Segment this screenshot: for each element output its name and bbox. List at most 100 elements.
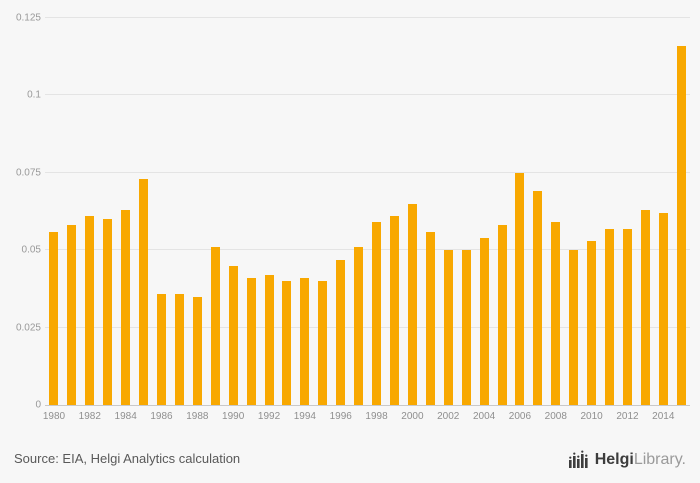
gridline — [45, 17, 690, 18]
bar-slot — [529, 18, 547, 405]
bar-2006 — [515, 172, 525, 405]
y-axis-tick-label: 0.05 — [21, 244, 41, 256]
x-axis-tick-label: 2012 — [616, 411, 639, 422]
bar-2004 — [479, 237, 489, 405]
y-axis-tick-label: 0.1 — [27, 89, 41, 101]
bar-1994 — [300, 278, 310, 405]
x-axis-tick-label: 1984 — [114, 411, 137, 422]
bar-slot: 1984 — [115, 18, 137, 422]
bar-1986 — [156, 293, 166, 405]
x-axis-tick-label: 2002 — [437, 411, 460, 422]
bar-2005 — [497, 225, 507, 405]
x-axis-tick-label: 2006 — [508, 411, 532, 422]
bar-slot: 2008 — [545, 18, 567, 422]
bar-slot — [242, 18, 260, 405]
bar-2001 — [425, 231, 435, 405]
bar-slot: 2006 — [509, 18, 531, 422]
bar-slot — [565, 18, 583, 405]
x-axis-tick-label: 1988 — [186, 411, 209, 422]
helgilibrary-logo-icon — [568, 450, 590, 469]
bar-1980 — [49, 231, 59, 405]
x-axis-tick-label: 2014 — [652, 411, 675, 422]
bar-1983 — [103, 219, 113, 405]
x-axis-tick-label: 1980 — [42, 411, 66, 422]
bar-slot — [601, 18, 619, 405]
bar-1987 — [174, 293, 184, 405]
bar-2008 — [551, 222, 561, 405]
bar-1982 — [85, 216, 95, 405]
gridline — [45, 94, 690, 96]
bar-1990 — [228, 265, 238, 405]
logo-text: HelgiLibrary. — [595, 451, 686, 469]
x-axis-tick-label: 1998 — [365, 411, 388, 422]
bar-2003 — [461, 250, 471, 405]
bar-slot: 1996 — [330, 18, 352, 422]
bar-slot — [457, 18, 475, 405]
bar-2007 — [533, 191, 543, 405]
x-axis-tick-label: 1982 — [78, 411, 101, 422]
bar-slot — [493, 18, 511, 405]
bar-slot: 1982 — [79, 18, 101, 422]
bar-2002 — [443, 250, 453, 405]
y-axis-tick-label: 0.075 — [15, 167, 41, 179]
bar-slot: 1988 — [186, 18, 208, 422]
bar-1999 — [389, 216, 399, 405]
bar-slot — [206, 18, 224, 405]
bar-2012 — [622, 228, 632, 405]
bar-1988 — [192, 296, 202, 405]
bar-slot — [278, 18, 296, 405]
bar-1985 — [139, 179, 149, 405]
bar-2009 — [569, 250, 579, 405]
x-axis-tick-label: 2010 — [580, 411, 603, 422]
y-axis-tick-label: 0 — [35, 399, 41, 411]
y-axis-tick-label: 0.125 — [15, 12, 41, 24]
bar-slot — [350, 18, 368, 405]
bar-slot: 2000 — [401, 18, 424, 422]
bar-slot: 1990 — [222, 18, 244, 422]
helgilibrary-logo[interactable]: HelgiLibrary. — [568, 450, 686, 469]
logo-text-library: Library — [633, 450, 682, 468]
x-axis-tick-label: 1986 — [150, 411, 173, 422]
gridline — [45, 326, 690, 328]
bar-slot: 2004 — [473, 18, 495, 422]
x-axis-tick-label: 2004 — [472, 411, 496, 422]
logo-text-dot: . — [681, 450, 686, 468]
bar-2013 — [640, 209, 650, 405]
x-axis-tick-label: 1994 — [293, 411, 316, 422]
bars-container: 1980 1982 1984 1986 1988 1990 1992 1994 1996 1998… — [43, 18, 690, 422]
bar-slot: 2010 — [580, 18, 603, 422]
bar-1997 — [354, 247, 364, 405]
bar-1996 — [336, 259, 346, 405]
bar-1993 — [282, 281, 292, 405]
bar-2014 — [658, 213, 668, 405]
bar-slot: 1994 — [294, 18, 316, 422]
bar-2000 — [407, 203, 417, 405]
bar-slot — [672, 18, 690, 405]
bar-1981 — [67, 225, 77, 405]
bar-1991 — [246, 278, 256, 405]
bar-1995 — [318, 281, 328, 405]
bar-slot — [314, 18, 332, 405]
x-axis-tick-label: 1990 — [222, 411, 245, 422]
bar-slot: 2012 — [616, 18, 639, 422]
bar-slot: 1986 — [150, 18, 173, 422]
bar-chart: 0 0.025 0.05 0.075 0.1 0.125 1980 1982 1984 1986 1… — [16, 13, 690, 422]
source-text: Source: EIA, Helgi Analytics calculation — [14, 451, 241, 466]
x-axis-tick-label: 1992 — [257, 411, 281, 422]
bar-slot — [135, 18, 153, 405]
bar-2015 — [676, 45, 686, 405]
logo-text-helgi: Helgi — [594, 450, 634, 468]
x-axis-tick-label: 2000 — [401, 411, 424, 422]
bar-slot: 1980 — [43, 18, 65, 422]
bar-1998 — [372, 222, 382, 405]
bar-slot: 2014 — [652, 18, 674, 422]
bar-slot — [421, 18, 439, 405]
y-axis-tick-label: 0.025 — [15, 322, 41, 334]
bar-1992 — [264, 274, 274, 405]
bar-2011 — [605, 228, 615, 405]
plot-area: 0 0.025 0.05 0.075 0.1 0.125 1980 1982 1984 1986 1… — [16, 13, 690, 422]
bar-slot: 2002 — [437, 18, 459, 422]
x-axis-tick-label: 2008 — [544, 411, 567, 422]
gridline — [45, 249, 690, 251]
x-axis-tick-label: 1996 — [329, 411, 352, 422]
